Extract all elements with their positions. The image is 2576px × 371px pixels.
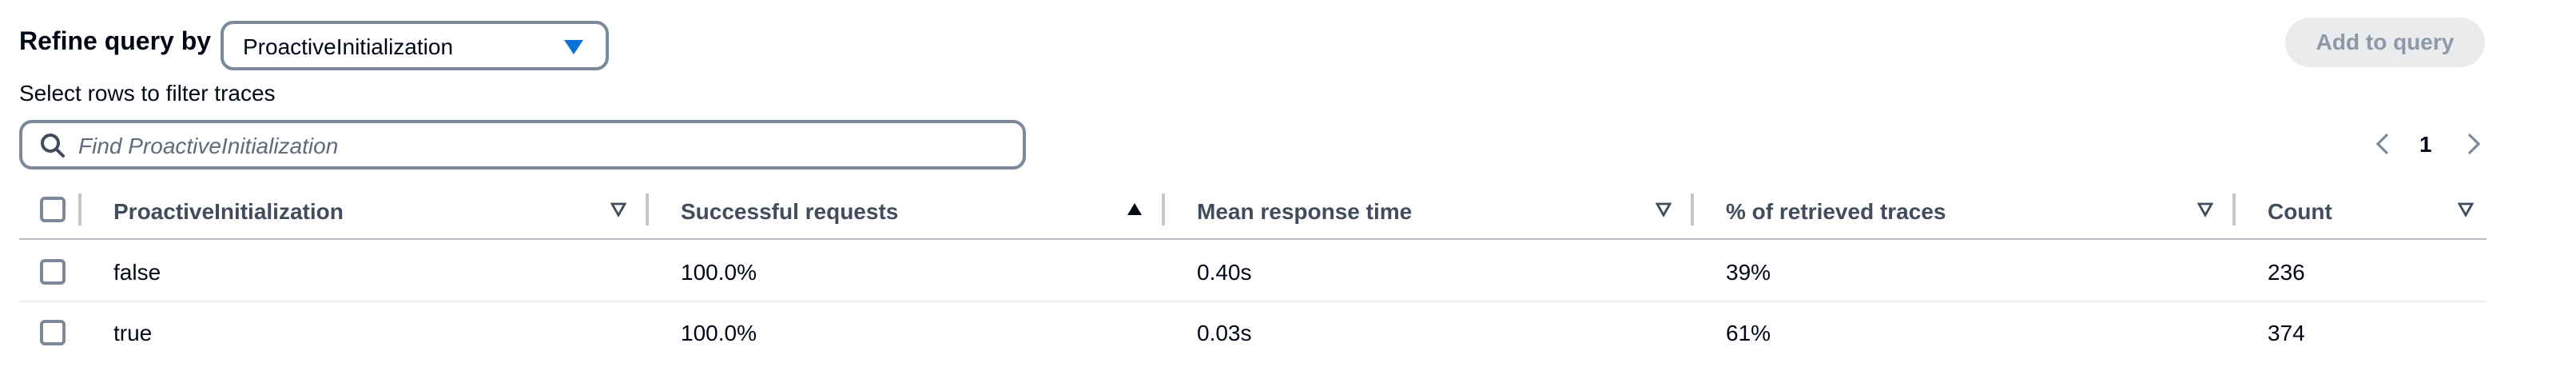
cell-mean-response-time: 0.03s [1197,320,1252,345]
column-header-proactive-initialization[interactable]: ProactiveInitialization [113,198,344,224]
sort-outline-icon[interactable] [2197,201,2213,217]
search-input[interactable]: Find ProactiveInitialization [19,120,1026,170]
column-divider [1162,193,1165,225]
cell-successful-requests: 100.0% [681,259,757,285]
column-divider [2232,193,2236,225]
sort-outline-icon[interactable] [610,201,626,217]
next-page-button[interactable] [2463,131,2482,157]
column-header-successful-requests[interactable]: Successful requests [681,198,899,224]
filter-hint: Select rows to filter traces [19,80,276,106]
current-page-number[interactable]: 1 [2419,131,2432,157]
cell-percent-retrieved-traces: 39% [1726,259,1771,285]
table-header-divider [19,238,2487,240]
sort-outline-icon[interactable] [2458,201,2474,217]
refine-attribute-select[interactable]: ProactiveInitialization [221,21,609,70]
search-placeholder: Find ProactiveInitialization [78,133,339,158]
search-icon [41,134,65,158]
previous-page-button[interactable] [2375,131,2394,157]
column-divider [646,193,649,225]
row-checkbox[interactable] [40,320,66,345]
column-divider [1691,193,1694,225]
cell-proactive-initialization: true [113,320,153,345]
row-checkbox[interactable] [40,259,66,285]
select-all-checkbox[interactable] [40,197,66,222]
column-header-mean-response-time[interactable]: Mean response time [1197,198,1413,224]
cell-mean-response-time: 0.40s [1197,259,1252,285]
column-header-percent-retrieved-traces[interactable]: % of retrieved traces [1726,198,1946,224]
sort-ascending-icon[interactable] [1127,201,1143,217]
caret-down-icon [564,40,583,54]
column-divider [78,193,81,225]
cell-proactive-initialization: false [113,259,161,285]
refine-query-label: Refine query by [19,29,212,56]
row-divider [19,301,2487,302]
sort-outline-icon[interactable] [1656,201,1672,217]
cell-count: 374 [2268,320,2305,345]
column-header-count[interactable]: Count [2268,198,2332,224]
cell-percent-retrieved-traces: 61% [1726,320,1771,345]
select-value: ProactiveInitialization [243,34,454,59]
cell-count: 236 [2268,259,2305,285]
add-to-query-button[interactable]: Add to query [2285,18,2485,67]
cell-successful-requests: 100.0% [681,320,757,345]
